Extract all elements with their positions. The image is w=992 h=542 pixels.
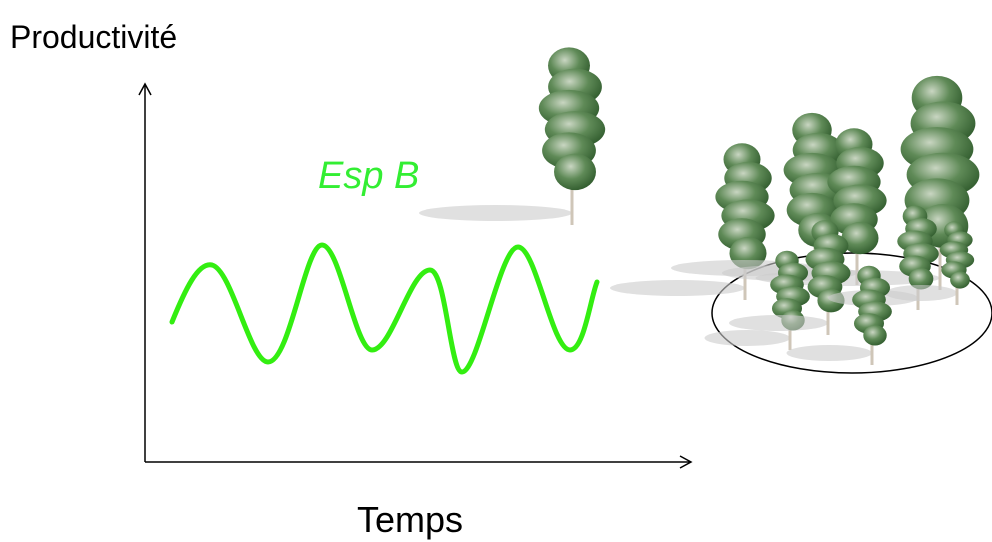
curve-label: Esp B bbox=[318, 155, 419, 197]
tree-shadow bbox=[729, 315, 828, 331]
tree-shadow bbox=[610, 280, 745, 296]
tree-crown bbox=[950, 271, 970, 288]
trees bbox=[419, 47, 979, 365]
x-axis-label: Temps bbox=[357, 499, 463, 540]
y-axis-label: Productivité bbox=[10, 19, 177, 55]
tree-crown bbox=[863, 325, 886, 345]
tree-shadow bbox=[885, 285, 957, 301]
tree-crown bbox=[554, 154, 596, 190]
wave-curve bbox=[172, 245, 597, 372]
tree-shadow bbox=[419, 205, 572, 221]
tree-shadow bbox=[787, 345, 873, 361]
tree bbox=[419, 47, 605, 225]
tree-shadow bbox=[705, 330, 791, 346]
diagram: Productivité Temps Esp B bbox=[0, 0, 992, 542]
